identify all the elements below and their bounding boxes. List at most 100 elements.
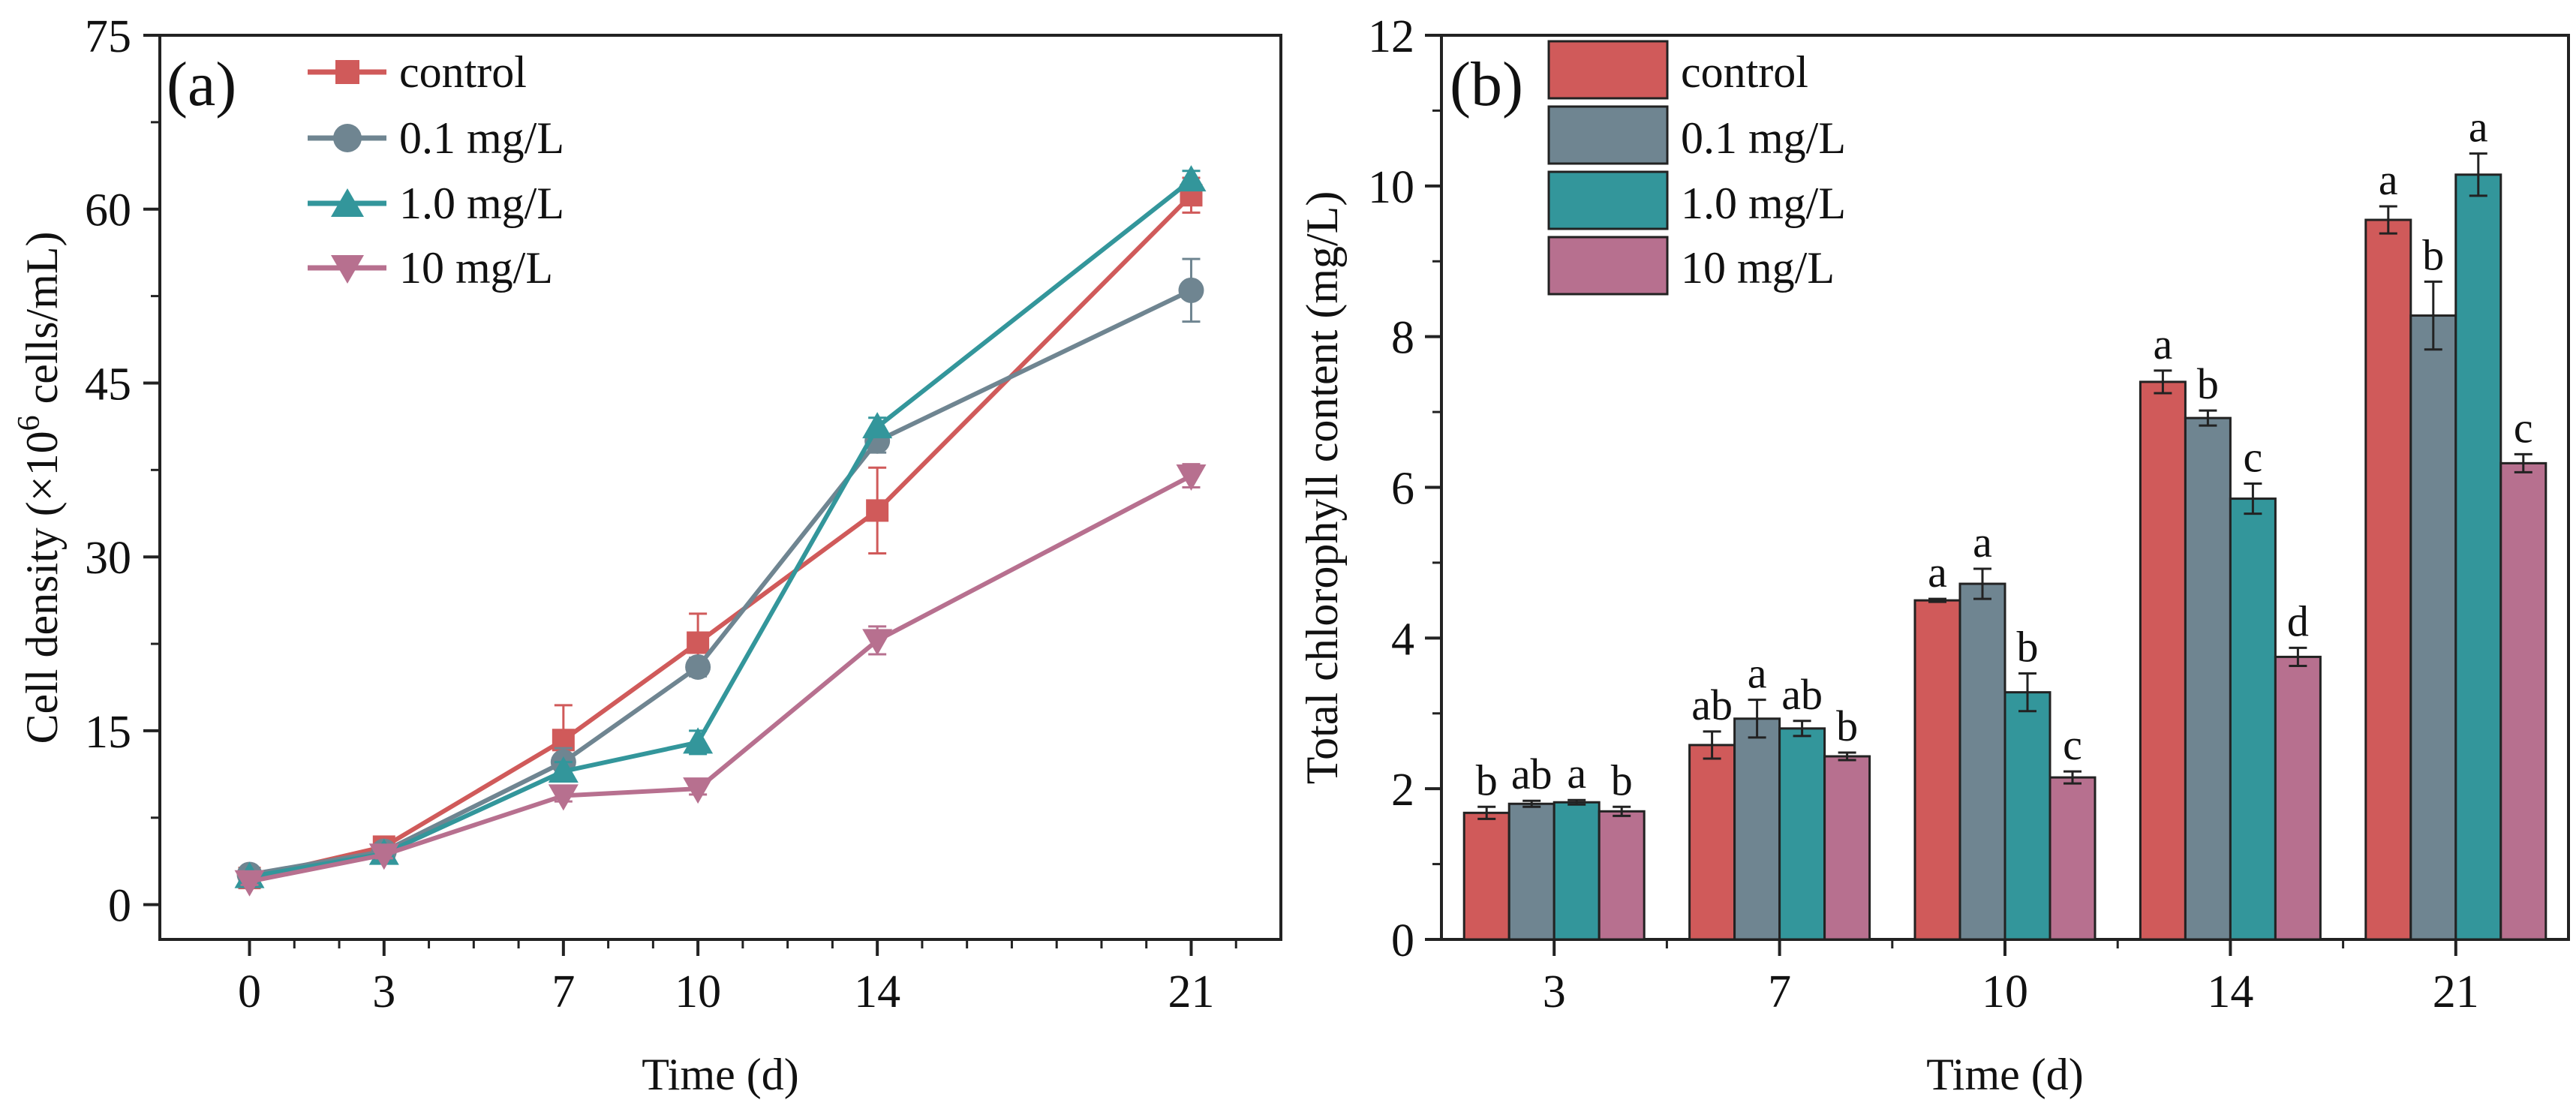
bar [2184, 416, 2232, 941]
legend-label-control: control [1681, 47, 1808, 97]
y-tick-label: 0 [1391, 915, 1414, 966]
significance-letter: ab [1511, 750, 1553, 798]
bar [2454, 173, 2502, 941]
y-tick-label: 15 [85, 707, 131, 758]
bar [2139, 380, 2187, 941]
panel-a-plot-frame [158, 34, 1282, 941]
bar [1462, 811, 1510, 941]
significance-letter: a [2154, 320, 2173, 368]
significance-letter: b [1476, 756, 1498, 804]
legend-label-10: 10 mg/L [1681, 243, 1835, 293]
x-tick-label: 3 [372, 966, 395, 1017]
data-point [683, 727, 714, 754]
series-3 [234, 165, 1207, 888]
series-4 [234, 463, 1207, 897]
y-tick-label: 6 [1391, 464, 1414, 515]
legend-item-1-0: 1.0 mg/L [1547, 170, 1846, 230]
significance-letter: b [1611, 756, 1633, 804]
significance-letter: b [2422, 230, 2444, 279]
series-line [249, 288, 1192, 877]
significance-letter: a [1928, 548, 1947, 597]
data-point [683, 777, 714, 804]
legend-item-0-1: 0.1 mg/L [308, 113, 564, 163]
panel-b-axis-ticks: 0 2 4 6 8 10 12 3 7 10 14 21 [1368, 11, 2479, 1017]
bar [1733, 717, 1781, 941]
panel-a-x-axis-label: Time (d) [642, 1050, 798, 1099]
bar [2274, 655, 2322, 941]
data-point [234, 870, 265, 897]
legend-item-10: 10 mg/L [308, 243, 553, 293]
bar [1553, 801, 1601, 941]
data-point [862, 629, 893, 656]
legend-swatch-0-1 [1547, 105, 1669, 165]
y-tick-label: 8 [1391, 313, 1414, 364]
bar [2229, 497, 2277, 941]
legend-item-0-1: 0.1 mg/L [1547, 105, 1846, 165]
panel-a-axis-ticks: 0 15 30 45 60 75 0 3 7 10 14 21 [85, 11, 1237, 1017]
data-point [368, 843, 399, 870]
panel-b-x-axis-label: Time (d) [1926, 1050, 2083, 1099]
x-tick-label: 3 [1543, 966, 1566, 1017]
y-tick-label: 0 [108, 881, 131, 932]
significance-letter: c [2514, 403, 2533, 452]
bar [2499, 461, 2547, 941]
panel-a-series [234, 165, 1207, 897]
data-point [1176, 464, 1207, 491]
panel-b-y-axis-label: Total chlorophyll content (mg/L) [1297, 191, 1347, 785]
significance-letter: a [2469, 103, 2488, 152]
legend-label-0-1: 0.1 mg/L [1681, 113, 1846, 163]
panel-a-legend: control 0.1 mg/L 1.0 mg/L 10 mg/L [308, 47, 564, 293]
triangle-up-marker-icon [331, 188, 364, 217]
y-tick-label: 45 [85, 359, 131, 410]
significance-letter: a [1973, 518, 1992, 567]
bar [2003, 691, 2051, 941]
data-point [548, 784, 579, 811]
series-line [248, 473, 1192, 884]
series-line [248, 194, 1193, 881]
legend-swatch-10 [1547, 236, 1669, 296]
data-point [1176, 165, 1207, 192]
x-tick-label: 0 [238, 966, 261, 1017]
data-point [866, 499, 889, 522]
significance-letter: c [2244, 432, 2263, 481]
x-tick-label: 7 [1768, 966, 1791, 1017]
square-marker-icon [335, 60, 359, 84]
legend-label-10: 10 mg/L [399, 243, 553, 293]
x-tick-label: 21 [1168, 966, 1214, 1017]
significance-letter: a [1748, 649, 1767, 698]
bar [2409, 314, 2457, 941]
panel-b-label: (b) [1450, 50, 1523, 119]
panel-b-legend: control 0.1 mg/L 1.0 mg/L 10 mg/L [1547, 40, 1846, 296]
panel-a-y-axis-label: Cell density (×106 cells/mL) [12, 231, 67, 744]
legend-item-control: control [1547, 40, 1808, 100]
significance-letter: b [2017, 623, 2039, 672]
significance-letter: b [1836, 702, 1858, 750]
bar [1778, 727, 1826, 941]
bar [2048, 776, 2097, 941]
y-tick-label: 10 [1368, 162, 1414, 213]
legend-label-0-1: 0.1 mg/L [399, 113, 564, 163]
legend-swatch-control [1547, 40, 1669, 100]
triangle-down-marker-icon [331, 255, 364, 284]
significance-letter: d [2287, 597, 2309, 645]
data-point [687, 631, 710, 654]
x-tick-label: 14 [2207, 966, 2253, 1017]
y-tick-label: 4 [1391, 614, 1414, 665]
x-tick-label: 10 [1982, 966, 2028, 1017]
y-tick-label: 75 [85, 11, 131, 62]
bar [1688, 744, 1736, 941]
data-point [1178, 277, 1204, 303]
bar [1598, 810, 1646, 941]
x-tick-label: 14 [854, 966, 900, 1017]
legend-item-10: 10 mg/L [1547, 236, 1835, 296]
bar [1958, 582, 2006, 941]
series-2 [236, 257, 1204, 888]
x-tick-label: 21 [2433, 966, 2479, 1017]
legend-item-1-0: 1.0 mg/L [308, 179, 564, 228]
y-tick-label: 30 [85, 533, 131, 584]
significance-letter: b [2197, 359, 2219, 408]
significance-letter: a [1567, 749, 1586, 798]
